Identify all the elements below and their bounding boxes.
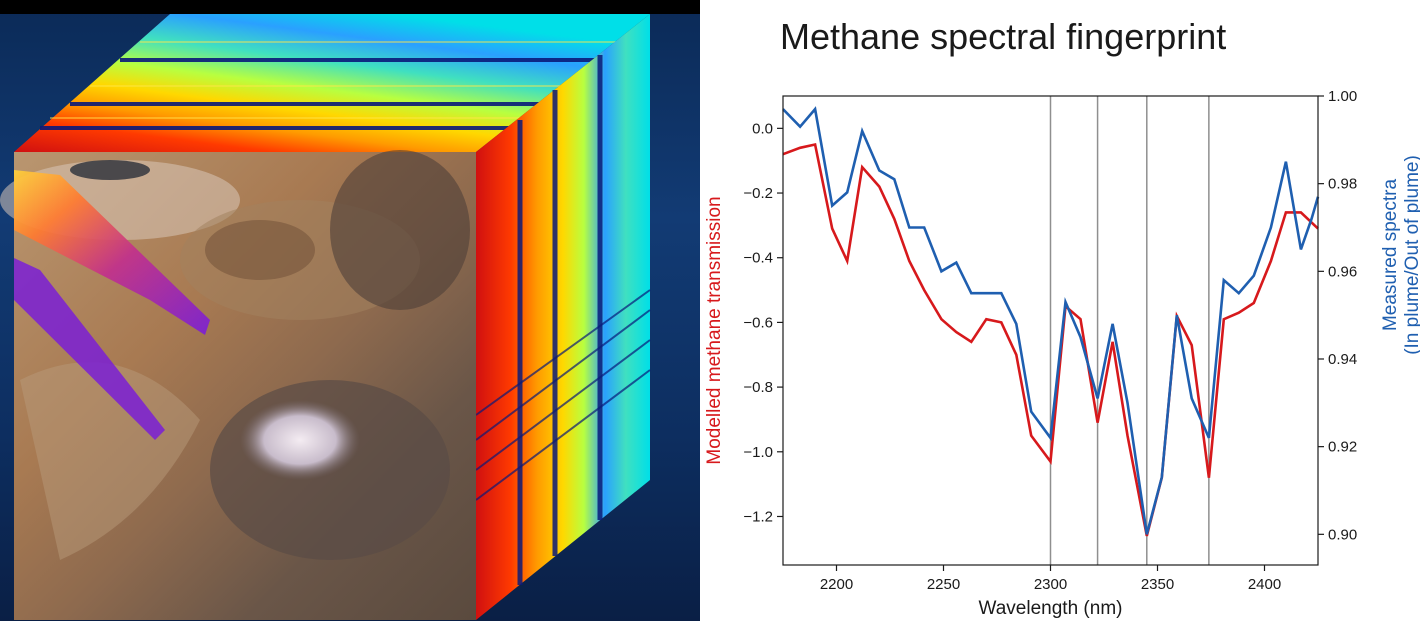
y-tick-label-right: 0.92 [1328,439,1357,456]
y-tick-label-left: −0.2 [743,185,773,202]
y-tick-label-right: 0.96 [1328,263,1357,280]
y-tick-label-left: −1.2 [743,508,773,525]
x-tick-label: 2350 [1141,576,1174,593]
methane-plume-overlay [14,170,210,335]
y-tick-label-right: 0.98 [1328,176,1357,193]
y-tick-label-left: 0.0 [752,120,773,137]
y-tick-label-left: −0.4 [743,250,773,267]
y-tick-label-right: 1.00 [1328,88,1357,105]
y-tick-label-right: 0.90 [1328,526,1357,543]
x-tick-label: 2300 [1034,576,1067,593]
modelled-transmission-line [782,142,1319,537]
y-axis-label-right: Measured spectra [1380,179,1401,332]
methane-line-chart: 2200 2250 2300 2350 2400 −1.2 −1.0 −0.8 −0.6 −0.4… [704,88,1420,619]
hypercube-panel [0,0,700,621]
y-axis-label-right: (In plume/Out of plume) [1402,155,1420,355]
measured-spectra-line [782,106,1320,535]
x-tick-label: 2200 [820,576,853,593]
x-axis-label: Wavelength (nm) [979,598,1123,619]
x-tick-label: 2400 [1248,576,1281,593]
hyperspectral-cube-image [0,14,651,620]
y-tick-label-right: 0.94 [1328,351,1357,368]
chart-panel [700,0,1420,621]
y-tick-label-left: −0.8 [743,379,773,396]
y-tick-label-left: −1.0 [743,444,773,461]
x-tick-label: 2250 [927,576,960,593]
y-tick-label-left: −0.6 [743,314,773,331]
y-axis-label-left: Modelled methane transmission [704,196,725,464]
chart-title: Methane spectral fingerprint [780,16,1227,57]
